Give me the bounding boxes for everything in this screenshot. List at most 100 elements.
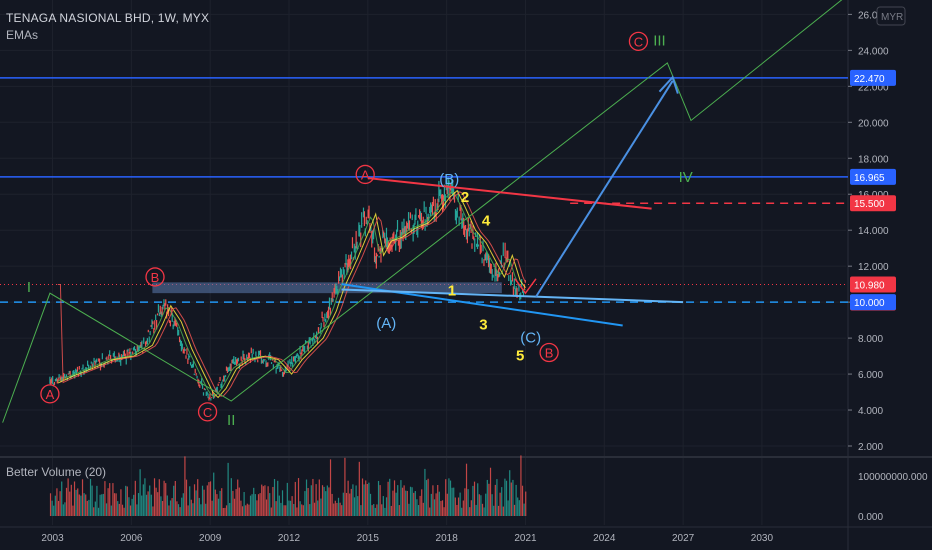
y-tick-label: 26.000	[858, 10, 889, 21]
volume-bar	[435, 493, 437, 516]
volume-bar	[182, 493, 184, 516]
volume-bar	[457, 497, 460, 516]
volume-bar	[451, 487, 453, 516]
volume-bar	[248, 504, 250, 516]
x-tick-label: 2021	[514, 533, 537, 544]
volume-bar	[222, 507, 224, 516]
volume-bar	[413, 492, 415, 516]
ema-line	[57, 191, 526, 397]
volume-bar	[109, 483, 111, 516]
volume-bar	[461, 507, 463, 516]
volume-bar	[77, 488, 79, 516]
price-tag	[850, 69, 896, 86]
volume-bar	[75, 489, 77, 516]
support-zone	[152, 282, 502, 294]
price-tag-label: 10.000	[854, 298, 885, 309]
volume-bar	[318, 479, 320, 516]
volume-bar	[181, 497, 183, 516]
volume-bar	[353, 497, 356, 516]
volume-bar	[345, 492, 348, 516]
volume-bar	[246, 503, 248, 516]
volume-bar	[61, 481, 63, 516]
volume-bar	[304, 491, 306, 516]
volume-indicator-label[interactable]: Better Volume (20)	[6, 465, 107, 479]
volume-bar	[49, 493, 52, 516]
volume-bar	[56, 488, 58, 516]
volume-bar	[470, 500, 472, 516]
volume-bar	[136, 504, 138, 516]
volume-bar	[291, 496, 293, 516]
volume-bar	[219, 490, 221, 516]
volume-bar	[190, 499, 192, 516]
volume-bar	[259, 493, 261, 516]
wave-label: 3	[479, 317, 487, 334]
volume-bar	[189, 486, 191, 516]
x-tick-label: 2018	[436, 533, 459, 544]
volume-bar	[339, 502, 341, 516]
volume-bar	[113, 493, 116, 516]
volume-bar	[193, 484, 196, 516]
volume-bar	[203, 489, 205, 516]
volume-bar	[467, 489, 469, 516]
wave-label: A	[46, 387, 55, 402]
volume-pane	[49, 455, 527, 516]
volume-bar	[518, 500, 520, 516]
volume-bar	[94, 501, 96, 516]
volume-bar	[187, 505, 189, 516]
volume-bar	[229, 502, 231, 516]
price-tag	[850, 276, 896, 293]
volume-bar	[425, 480, 428, 516]
volume-bar	[293, 503, 295, 516]
volume-bar	[323, 486, 325, 516]
y-tick-label: 6.000	[858, 370, 883, 381]
volume-bar	[395, 492, 397, 516]
volume-bar	[158, 479, 160, 516]
volume-bar	[272, 486, 274, 516]
symbol-title[interactable]: TENAGA NASIONAL BHD, 1W, MYX	[6, 11, 210, 25]
x-axis: 2003 2006 2009 2012 2015 2018 2021 2024 2027 2030	[41, 533, 773, 544]
wave-label-circle	[197, 402, 218, 422]
volume-bar	[176, 501, 178, 516]
wave-label: (A)	[376, 315, 396, 332]
volume-bar	[510, 482, 512, 516]
volume-bar	[288, 500, 290, 516]
volume-bar	[472, 485, 474, 516]
volume-bar	[195, 490, 197, 516]
volume-bar	[445, 479, 447, 516]
volume-bar	[225, 505, 228, 516]
volume-bar	[160, 496, 162, 516]
volume-bar	[408, 503, 410, 516]
wave-label: B	[545, 345, 554, 360]
wave-label: C	[203, 405, 212, 420]
volume-bar	[147, 491, 149, 516]
volume-bar	[501, 487, 503, 516]
volume-bar	[269, 493, 271, 516]
volume-bar	[421, 489, 423, 516]
indicator-label[interactable]: EMAs	[6, 28, 39, 42]
elliott-wave-path	[2, 0, 843, 423]
volume-bar	[374, 507, 376, 516]
volume-bar	[245, 505, 247, 516]
volume-bar	[398, 505, 400, 516]
volume-bar	[446, 493, 448, 516]
volume-bar	[97, 507, 100, 516]
wave-label: (C)	[520, 329, 541, 346]
volume-bar	[216, 494, 218, 516]
volume-bar	[209, 481, 212, 516]
volume-bar	[520, 455, 522, 516]
volume-bar	[315, 484, 317, 516]
volume-bar	[155, 487, 157, 516]
x-tick-label: 2006	[120, 533, 143, 544]
volume-bar	[273, 479, 276, 516]
volume-bar	[153, 478, 156, 516]
wave-label-circle	[628, 31, 649, 52]
volume-bar	[235, 489, 237, 516]
volume-bar	[256, 500, 258, 516]
volume-bar	[393, 480, 396, 516]
volume-bar	[142, 484, 144, 516]
volume-bar	[150, 494, 152, 516]
